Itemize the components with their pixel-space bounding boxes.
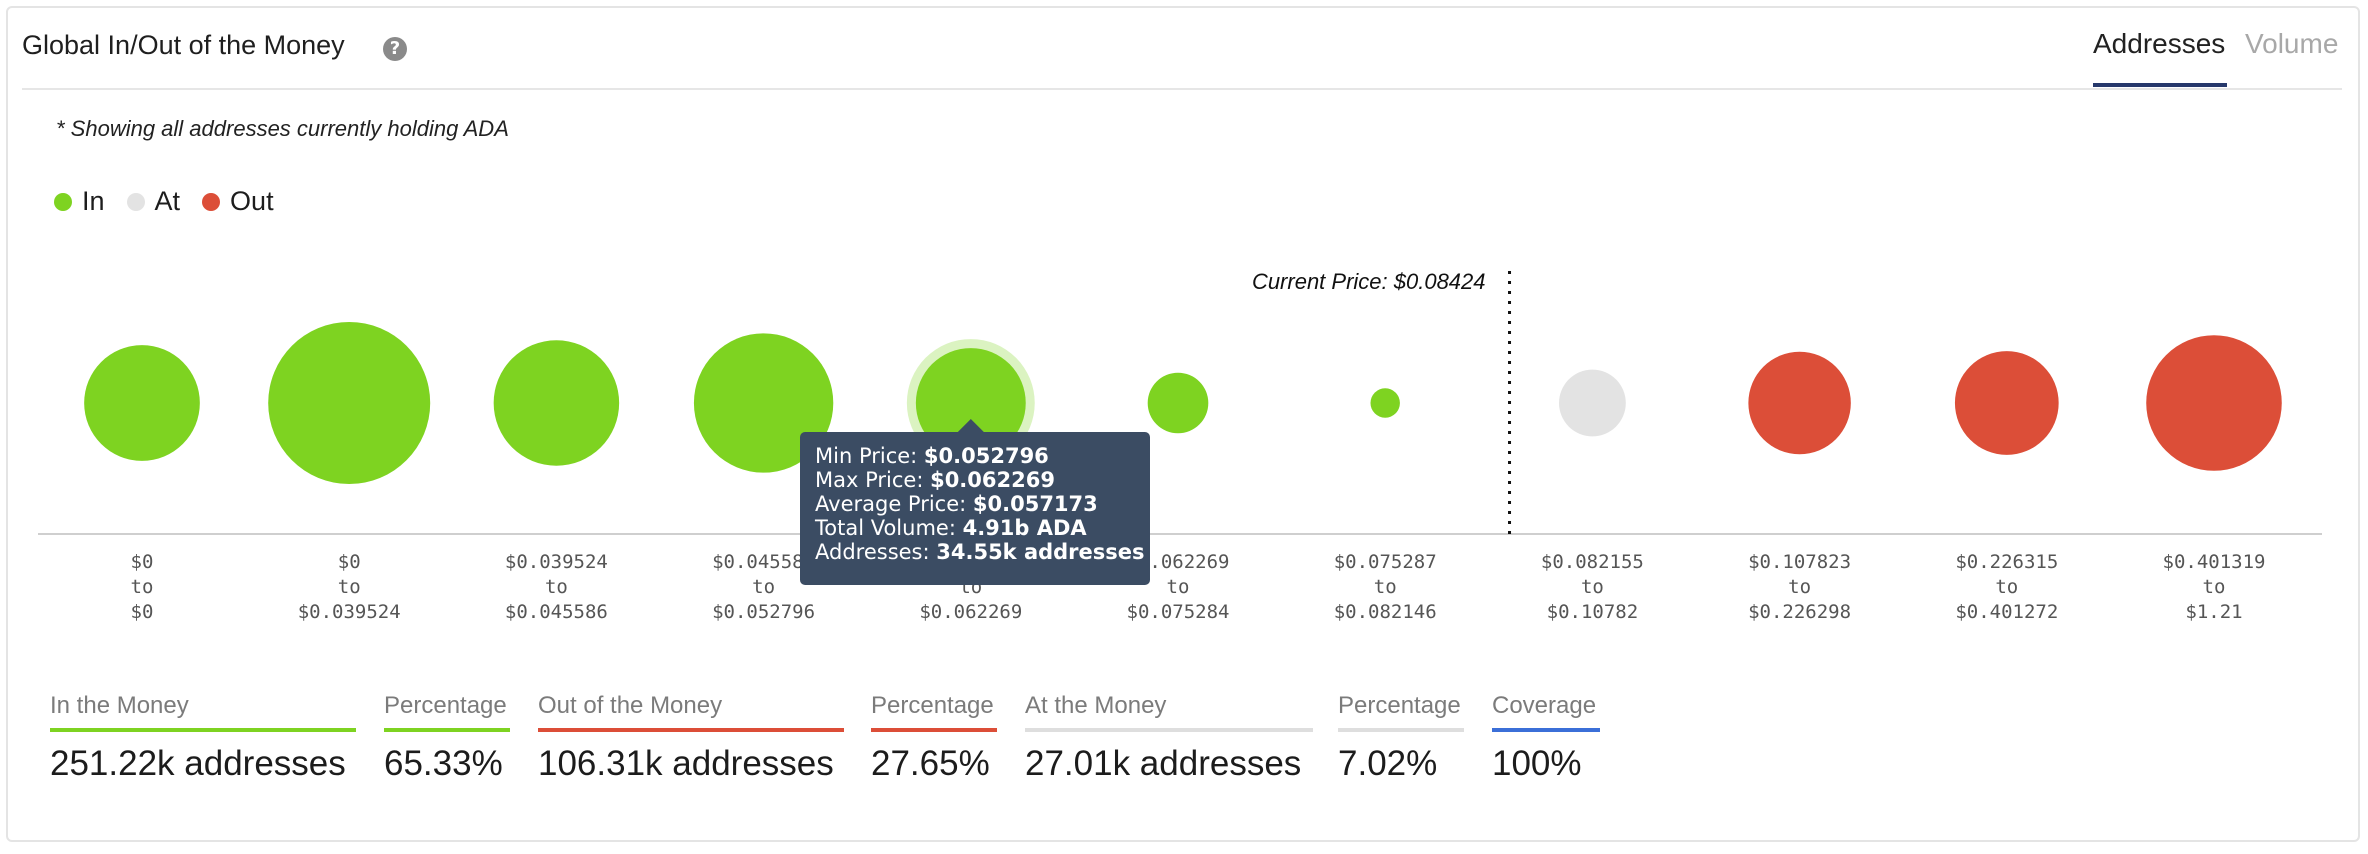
stat-label: Coverage (1492, 692, 1597, 719)
legend-label-at: At (154, 186, 181, 216)
tick-label: $0.10782 (1547, 601, 1639, 623)
bubble-4[interactable] (693, 333, 834, 473)
bubble-6[interactable] (1147, 372, 1209, 434)
tick-label: $0.039524 (298, 601, 401, 623)
chart-title: Global In/Out of the Money (22, 30, 345, 60)
legend-dot-at (126, 192, 145, 211)
tick-label: $0.226315 (1955, 551, 2058, 573)
bubble-2[interactable] (268, 322, 431, 484)
tick-label: $0.401272 (1955, 601, 2058, 623)
stat-underline (1338, 728, 1464, 732)
legend-label-out: Out (230, 186, 274, 216)
tick-label: $0.075287 (1334, 551, 1437, 573)
stat-underline (1025, 728, 1313, 732)
tick-label: $0.052796 (712, 601, 815, 623)
stat-7: Coverage 100% (1492, 692, 1600, 784)
tooltip-line: Max Price: $0.062269 (815, 468, 1055, 492)
header-divider (22, 88, 2342, 90)
stat-6: Percentage 7.02% (1338, 692, 1464, 784)
stat-label: In the Money (50, 692, 189, 719)
bubble-7[interactable] (1370, 388, 1400, 418)
tick-label: to (338, 576, 361, 598)
tooltip-line: Min Price: $0.052796 (815, 444, 1049, 468)
stat-value: 65.33% (384, 744, 503, 783)
legend: In At Out (54, 186, 296, 217)
tick-label: $0.045586 (505, 601, 608, 623)
bubble-8[interactable] (1559, 369, 1626, 437)
tick-label: to (2203, 576, 2226, 598)
stat-underline (871, 728, 997, 732)
tick-label: $0.062269 (919, 601, 1022, 623)
tick-label: $0 (338, 551, 361, 573)
holdings-note: * Showing all addresses currently holdin… (56, 116, 509, 141)
tick-label: $1.21 (2185, 601, 2242, 623)
stat-value: 27.01k addresses (1025, 744, 1302, 783)
bubble-5[interactable] (915, 348, 1026, 458)
active-tab-indicator (2093, 83, 2227, 87)
legend-item-in[interactable]: In (54, 186, 105, 217)
tick-label: $0.082155 (1541, 551, 1644, 573)
stat-underline (1492, 728, 1600, 732)
question-circle-icon[interactable]: ? (383, 37, 407, 61)
tick-label: $0.039524 (505, 551, 608, 573)
bubble-9[interactable] (1748, 351, 1851, 455)
stat-value: 251.22k addresses (50, 744, 346, 783)
stat-label: Percentage (871, 692, 994, 719)
current-price-label: Current Price: $0.08424 (1252, 269, 1486, 294)
tick-label: to (752, 576, 775, 598)
bubble-3[interactable] (493, 340, 620, 466)
stat-2: Percentage 65.33% (384, 692, 510, 784)
tooltip-pointer (956, 419, 985, 433)
legend-item-out[interactable]: Out (202, 186, 274, 217)
stat-label: Percentage (384, 692, 507, 719)
legend-label-in: In (82, 186, 105, 216)
legend-dot-in (54, 192, 72, 211)
tick-label: to (1995, 576, 2018, 598)
stat-value: 100% (1492, 744, 1582, 783)
stat-value: 7.02% (1338, 744, 1438, 783)
tooltip-line: Total Volume: 4.91b ADA (814, 516, 1087, 540)
tooltip-line: Addresses: 34.55k addresses (815, 540, 1145, 564)
tick-label: to (545, 576, 568, 598)
stat-underline (538, 728, 844, 732)
stat-3: Out of the Money 106.31k addresses (538, 692, 844, 784)
stat-1: In the Money 251.22k addresses (50, 692, 356, 784)
stat-label: Out of the Money (538, 692, 723, 719)
tick-label: $0.045586 (712, 551, 815, 573)
tick-label: to (1374, 576, 1397, 598)
bubble-10[interactable] (1954, 351, 2059, 455)
stat-underline (384, 728, 510, 732)
tick-label: to (1167, 576, 1190, 598)
tooltip-line: Average Price: $0.057173 (815, 492, 1098, 516)
tick-label: $0 (131, 601, 154, 623)
tooltip-box (800, 432, 1150, 585)
bubble-11[interactable] (2146, 335, 2282, 471)
tick-label: $0.226298 (1748, 601, 1851, 623)
tick-label: $0.107823 (1748, 551, 1851, 573)
legend-dot-out (202, 192, 221, 211)
tick-label: to (131, 576, 154, 598)
stat-5: At the Money 27.01k addresses (1025, 692, 1313, 784)
tick-label: $0.075284 (1127, 601, 1230, 623)
stat-underline (50, 728, 356, 732)
bubble-1[interactable] (84, 345, 200, 461)
tab-volume[interactable]: Volume (2245, 28, 2339, 59)
legend-item-at[interactable]: At (126, 186, 181, 217)
stat-value: 106.31k addresses (538, 744, 834, 783)
tick-label: to (1788, 576, 1811, 598)
tick-label: $0.062269 (1127, 551, 1230, 573)
tick-label: to (1581, 576, 1604, 598)
stat-4: Percentage 27.65% (871, 692, 997, 784)
bubble-chart: Current Price: $0.08424 $0 to $0 $0 to $0.0395… (38, 269, 2322, 623)
tick-label: $0 (131, 551, 154, 573)
tick-label: $0.401319 (2163, 551, 2266, 573)
stat-value: 27.65% (871, 744, 990, 783)
stat-label: At the Money (1025, 692, 1167, 719)
stat-label: Percentage (1338, 692, 1461, 719)
tab-addresses[interactable]: Addresses (2093, 28, 2226, 59)
tick-label: $0.082146 (1334, 601, 1437, 623)
